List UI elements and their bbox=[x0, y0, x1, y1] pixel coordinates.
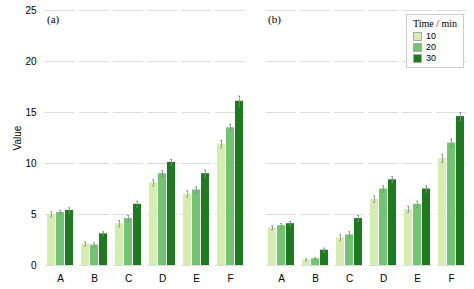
svg-text:E: E bbox=[193, 273, 200, 284]
html-text:10: 10 bbox=[425, 31, 436, 41]
svg-text:B: B bbox=[312, 273, 319, 284]
svg-text:25: 25 bbox=[25, 5, 37, 16]
svg-text:F: F bbox=[448, 273, 454, 284]
svg-text:20: 20 bbox=[25, 56, 37, 67]
svg-text:D: D bbox=[380, 273, 387, 284]
html-text:30: 30 bbox=[425, 53, 436, 63]
html-text:(b): (b) bbox=[268, 13, 281, 25]
svg-text:C: C bbox=[346, 273, 353, 284]
html-text:(a): (a) bbox=[47, 13, 60, 25]
svg-text:A: A bbox=[278, 273, 285, 284]
svg-text:C: C bbox=[125, 273, 132, 284]
svg-text:F: F bbox=[227, 273, 233, 284]
svg-text:10: 10 bbox=[25, 158, 37, 169]
svg-text:B: B bbox=[91, 273, 98, 284]
html-text:20: 20 bbox=[425, 42, 436, 52]
svg-text:15: 15 bbox=[25, 107, 37, 118]
svg-text:Value: Value bbox=[12, 125, 23, 150]
svg-text:5: 5 bbox=[31, 209, 37, 220]
svg-text:A: A bbox=[57, 273, 64, 284]
svg-text:E: E bbox=[414, 273, 421, 284]
svg-text:0: 0 bbox=[31, 260, 37, 271]
html-text:Time / min: Time / min bbox=[412, 18, 457, 29]
svg-text:D: D bbox=[159, 273, 166, 284]
